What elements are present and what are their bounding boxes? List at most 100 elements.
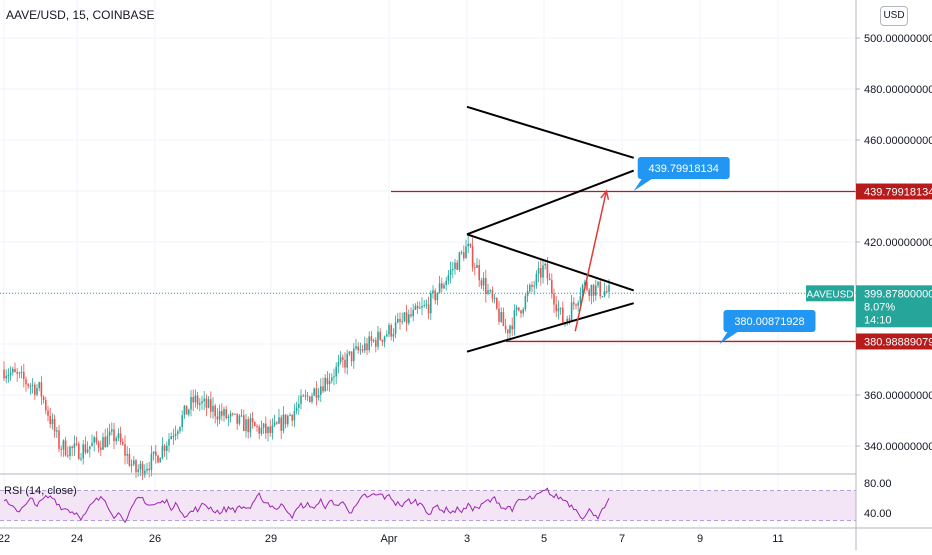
- candle-body-152: [337, 362, 340, 367]
- candle-body-169: [375, 340, 377, 347]
- candle-body-141: [313, 388, 315, 396]
- candle-body-178: [394, 322, 397, 334]
- candle-body-185: [410, 314, 412, 317]
- currency-button[interactable]: USD: [880, 6, 908, 26]
- candle-body-195: [432, 290, 434, 294]
- candle-body-248: [548, 278, 551, 281]
- candle-body-130: [289, 414, 291, 416]
- candle-body-267: [590, 284, 593, 296]
- rsi-band: [0, 490, 856, 521]
- candle-body-113: [251, 418, 254, 423]
- candle-body-19: [45, 399, 47, 411]
- candle-body-125: [278, 417, 280, 424]
- candle-body-188: [416, 305, 419, 309]
- candle-body-167: [370, 336, 373, 341]
- candle-body-272: [601, 296, 604, 298]
- candle-body-17: [40, 382, 43, 397]
- candle-body-0: [3, 369, 5, 379]
- candle-body-58: [130, 464, 133, 466]
- candle-body-13: [31, 384, 34, 386]
- candle-body-261: [577, 302, 579, 306]
- candle-body-206: [456, 262, 458, 270]
- candle-body-68: [152, 451, 155, 454]
- candle-body-54: [122, 442, 124, 445]
- candle-body-273: [603, 291, 606, 297]
- candle-body-271: [599, 281, 601, 297]
- candle-body-67: [150, 453, 153, 471]
- candle-body-162: [359, 349, 362, 351]
- callout-text-1: 380.00871928: [734, 316, 804, 328]
- candle-body-75: [168, 439, 170, 446]
- candle-body-135: [300, 395, 302, 404]
- candle-body-33: [75, 443, 78, 445]
- candle-body-220: [487, 290, 489, 294]
- candle-body-61: [137, 469, 139, 473]
- candle-body-163: [361, 349, 364, 351]
- candle-body-161: [357, 346, 359, 351]
- candle-body-245: [542, 265, 544, 278]
- candle-body-177: [392, 333, 395, 337]
- candle-body-88: [196, 395, 199, 405]
- candle-body-49: [111, 429, 113, 432]
- candle-body-43: [97, 442, 100, 448]
- levels-layer: [0, 190, 856, 343]
- candle-body-22: [51, 419, 54, 425]
- candle-body-25: [58, 430, 60, 450]
- candle-body-45: [102, 437, 104, 450]
- candle-body-14: [34, 384, 36, 395]
- candle-body-12: [29, 385, 32, 387]
- candle-body-16: [38, 382, 40, 389]
- candle-body-198: [438, 283, 441, 293]
- candle-body-52: [117, 433, 120, 438]
- rsi-line: [3, 487, 610, 524]
- candle-body-168: [372, 340, 375, 342]
- candle-body-127: [282, 414, 285, 431]
- candle-body-92: [205, 398, 208, 408]
- candle-body-202: [447, 274, 450, 281]
- candle-body-98: [218, 411, 221, 420]
- candle-body-179: [397, 318, 399, 323]
- rsi-tick-label-0: 40.00: [864, 508, 892, 520]
- candle-body-69: [155, 451, 157, 456]
- price-tick-label-6: 460.00000000: [864, 135, 932, 147]
- candle-body-133: [295, 407, 298, 411]
- candle-body-73: [163, 445, 166, 451]
- candle-body-241: [533, 285, 535, 287]
- pattern-line-2: [466, 233, 635, 292]
- candle-body-59: [133, 460, 135, 465]
- candle-body-200: [443, 284, 445, 289]
- time-tick-label-0: 22: [0, 533, 10, 545]
- candle-body-40: [91, 442, 93, 447]
- candle-body-216: [478, 264, 480, 281]
- candle-body-24: [56, 430, 58, 432]
- candle-body-74: [166, 445, 168, 451]
- rsi-indicator-label: RSI (14, close): [4, 485, 77, 497]
- candle-body-153: [339, 357, 342, 363]
- symbol-tag-text: AAVEUSD: [806, 289, 853, 300]
- resistance-level-label-text: 439.79918134: [864, 187, 932, 199]
- candle-body-260: [575, 304, 577, 306]
- candle-body-256: [566, 318, 568, 323]
- candle-body-134: [298, 403, 300, 408]
- candle-body-93: [207, 399, 210, 408]
- candle-body-257: [568, 318, 571, 321]
- candle-body-264: [584, 282, 586, 286]
- time-tick-label-1: 24: [71, 533, 83, 545]
- candle-body-44: [100, 447, 102, 450]
- candle-body-110: [245, 419, 247, 431]
- candle-body-103: [229, 413, 232, 417]
- candle-body-238: [526, 291, 529, 296]
- candle-body-275: [608, 285, 610, 292]
- candle-body-112: [249, 418, 252, 433]
- candle-body-197: [436, 292, 439, 301]
- candle-body-87: [194, 395, 197, 403]
- candle-body-145: [322, 386, 324, 392]
- price-tick-label-4: 420.00000000: [864, 237, 932, 249]
- candle-body-250: [553, 293, 555, 305]
- candle-body-173: [383, 336, 386, 342]
- arrow-head: [600, 189, 610, 200]
- candle-body-210: [465, 246, 467, 259]
